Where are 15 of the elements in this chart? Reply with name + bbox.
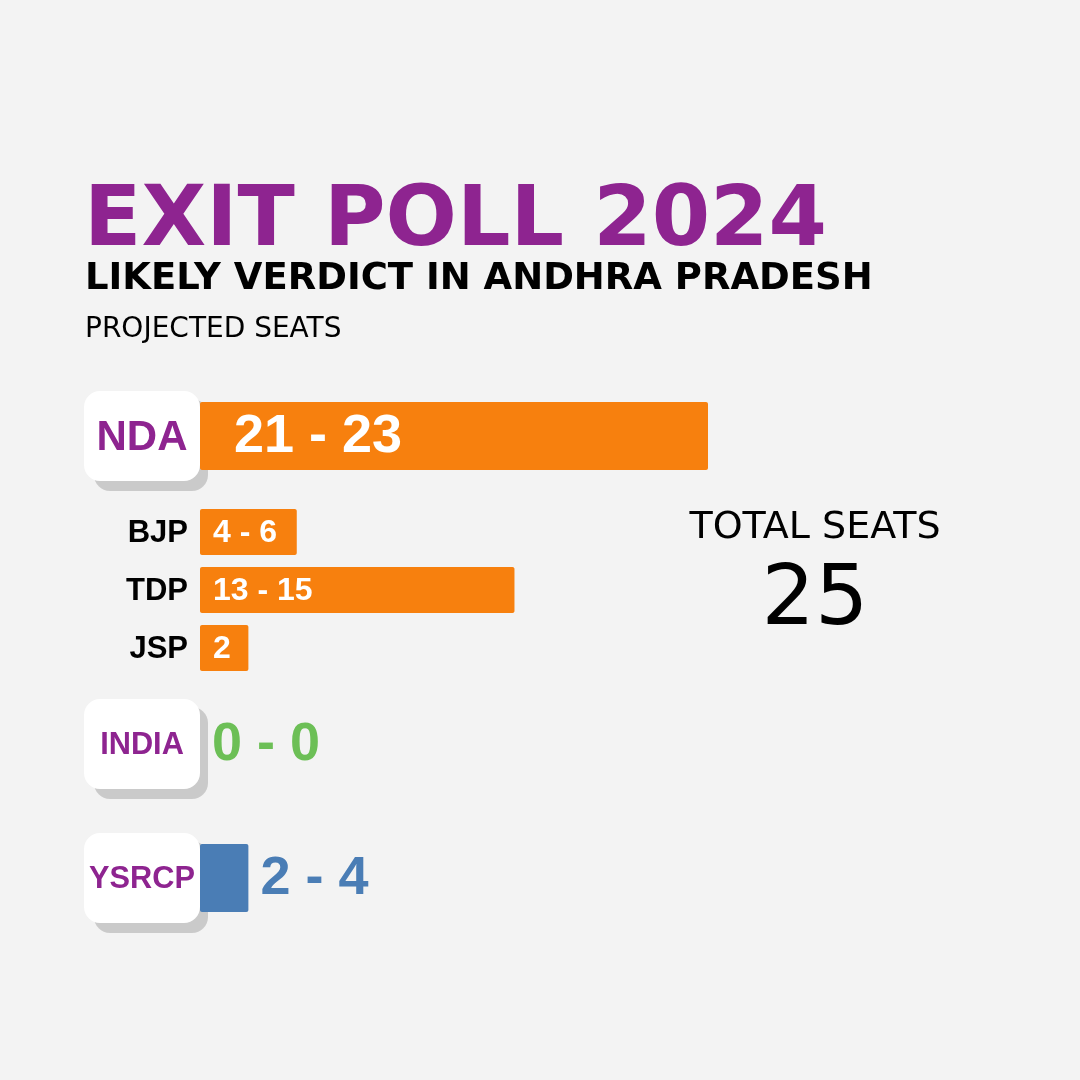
y-tick-label: TDP <box>126 572 188 607</box>
data-label: 4 - 6 <box>213 513 278 549</box>
x-axis-title: PROJECTED SEATS <box>85 311 342 344</box>
y-tick-label: YSRCP <box>89 860 195 895</box>
data-label: 2 <box>213 629 231 665</box>
data-label: 21 - 23 <box>234 403 403 463</box>
y-tick-label: INDIA <box>100 726 184 761</box>
data-label: 13 - 15 <box>213 571 313 607</box>
text: 25 <box>761 546 869 644</box>
annotation: TOTAL SEATS <box>688 503 941 547</box>
y-tick-label: NDA <box>96 412 188 459</box>
y-tick-label: JSP <box>129 630 188 665</box>
data-label: 0 - 0 <box>212 711 321 771</box>
data-label: 2 - 4 <box>260 845 369 905</box>
y-tick-label: BJP <box>127 514 188 549</box>
